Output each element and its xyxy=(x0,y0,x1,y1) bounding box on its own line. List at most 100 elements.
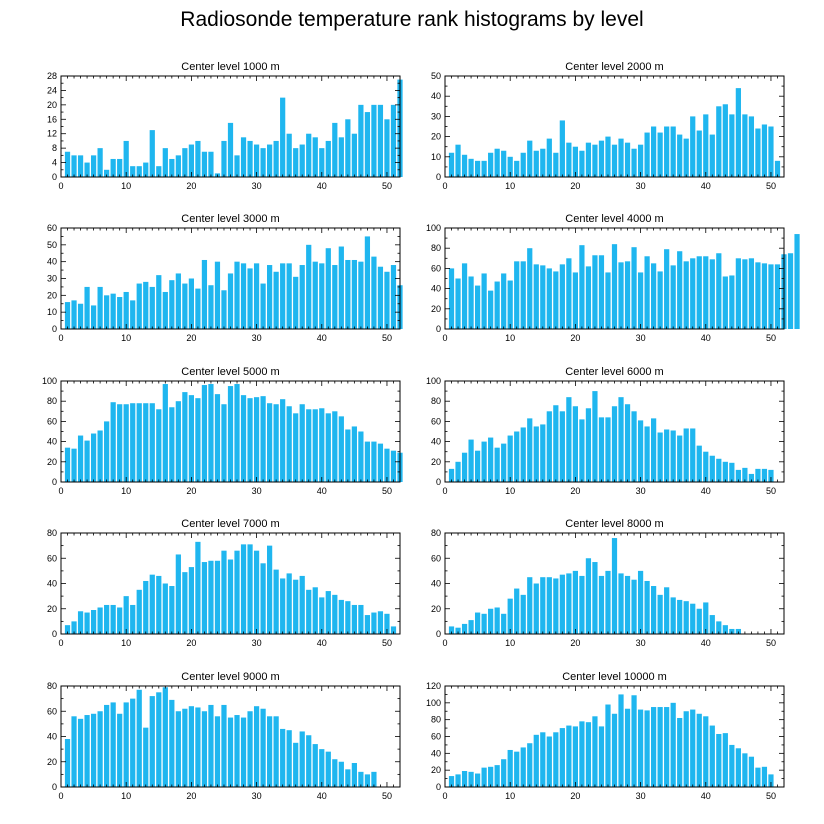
y-tick-label: 80 xyxy=(431,396,441,406)
bar xyxy=(683,138,689,177)
bar xyxy=(455,278,461,329)
bar xyxy=(156,575,162,634)
bar xyxy=(657,271,663,329)
bar xyxy=(735,469,741,482)
x-tick-label: 50 xyxy=(382,638,392,648)
bar xyxy=(501,759,507,787)
bar xyxy=(240,717,247,787)
bar xyxy=(84,612,90,634)
bar xyxy=(247,398,253,482)
bar xyxy=(143,162,149,177)
bar xyxy=(579,245,585,329)
bar xyxy=(64,739,71,787)
x-tick-label: 50 xyxy=(382,181,392,191)
bar xyxy=(644,256,650,329)
panel-title: Center level 5000 m xyxy=(181,366,279,378)
x-tick-label: 20 xyxy=(570,181,580,191)
bar xyxy=(566,573,572,634)
bar xyxy=(474,612,481,634)
bar xyxy=(208,384,214,482)
bar xyxy=(169,407,175,482)
bar xyxy=(286,133,292,177)
bar xyxy=(371,256,377,329)
bar xyxy=(709,615,715,634)
y-tick-label: 80 xyxy=(431,243,441,253)
x-tick-label: 10 xyxy=(121,486,131,496)
panel-8: Center level 8000 m 0 10 20 30 40 50 0 20 40 60 80 xyxy=(431,518,785,648)
bar xyxy=(156,166,162,177)
bar xyxy=(761,263,768,329)
y-tick-label: 0 xyxy=(436,629,441,639)
bar xyxy=(71,448,77,482)
panel-2: Center level 2000 m 0 10 20 30 40 50 0 10 20 30 40 5… xyxy=(431,61,785,191)
bar xyxy=(624,142,631,177)
bar xyxy=(572,146,578,177)
bar xyxy=(644,710,650,787)
bar xyxy=(156,409,162,482)
bar xyxy=(358,261,364,329)
bar xyxy=(533,150,539,177)
bar xyxy=(286,406,292,482)
bar xyxy=(221,704,227,787)
bar xyxy=(774,160,781,177)
panel-1: Center level 1000 m 0 10 20 30 40 50 0 4 8 12 16 20 2… xyxy=(47,61,403,191)
bar xyxy=(481,160,487,177)
bar xyxy=(253,263,260,329)
bar xyxy=(130,698,136,788)
x-tick-label: 10 xyxy=(505,181,515,191)
bar xyxy=(293,148,299,177)
y-tick-label: 80 xyxy=(47,528,57,538)
bar xyxy=(273,404,279,482)
y-tick-label: 60 xyxy=(47,706,57,716)
bar xyxy=(683,261,689,329)
bar xyxy=(696,445,702,482)
bar xyxy=(598,255,605,329)
bar xyxy=(585,408,592,482)
bar xyxy=(182,708,188,787)
bar xyxy=(162,291,168,329)
panel-title: Center level 10000 m xyxy=(562,671,667,683)
bar xyxy=(390,626,397,634)
bar xyxy=(670,430,676,482)
bar xyxy=(227,717,234,787)
bar xyxy=(468,620,474,634)
bar xyxy=(670,702,676,787)
bar xyxy=(540,577,546,634)
bar xyxy=(227,386,234,482)
bar xyxy=(501,613,507,634)
bar xyxy=(722,625,728,634)
bar xyxy=(683,601,689,634)
bar xyxy=(201,385,208,482)
bar xyxy=(156,275,162,329)
bar xyxy=(742,259,748,329)
bar xyxy=(299,575,305,634)
bar xyxy=(461,452,468,482)
panel-title: Center level 8000 m xyxy=(565,518,663,530)
bar xyxy=(267,545,273,635)
bar xyxy=(585,558,592,634)
y-tick-label: 20 xyxy=(431,304,441,314)
bar xyxy=(84,286,90,329)
bar xyxy=(280,263,286,329)
bar xyxy=(448,468,455,482)
x-tick-label: 40 xyxy=(317,791,327,801)
bar xyxy=(358,431,364,482)
bar xyxy=(611,406,618,482)
panel-title: Center level 7000 m xyxy=(181,518,279,530)
y-tick-label: 40 xyxy=(431,284,441,294)
bar xyxy=(559,120,565,177)
bar xyxy=(461,623,468,634)
bar xyxy=(358,771,364,787)
bar xyxy=(598,417,605,482)
bar xyxy=(579,419,585,482)
y-tick-label: 100 xyxy=(426,698,441,708)
bar xyxy=(748,473,755,482)
y-tick-label: 60 xyxy=(47,553,57,563)
bar xyxy=(540,265,546,329)
bar xyxy=(136,283,142,329)
bar xyxy=(143,281,149,329)
bar xyxy=(175,155,181,177)
bar xyxy=(195,140,201,177)
bar xyxy=(461,154,468,177)
bar xyxy=(188,278,194,329)
